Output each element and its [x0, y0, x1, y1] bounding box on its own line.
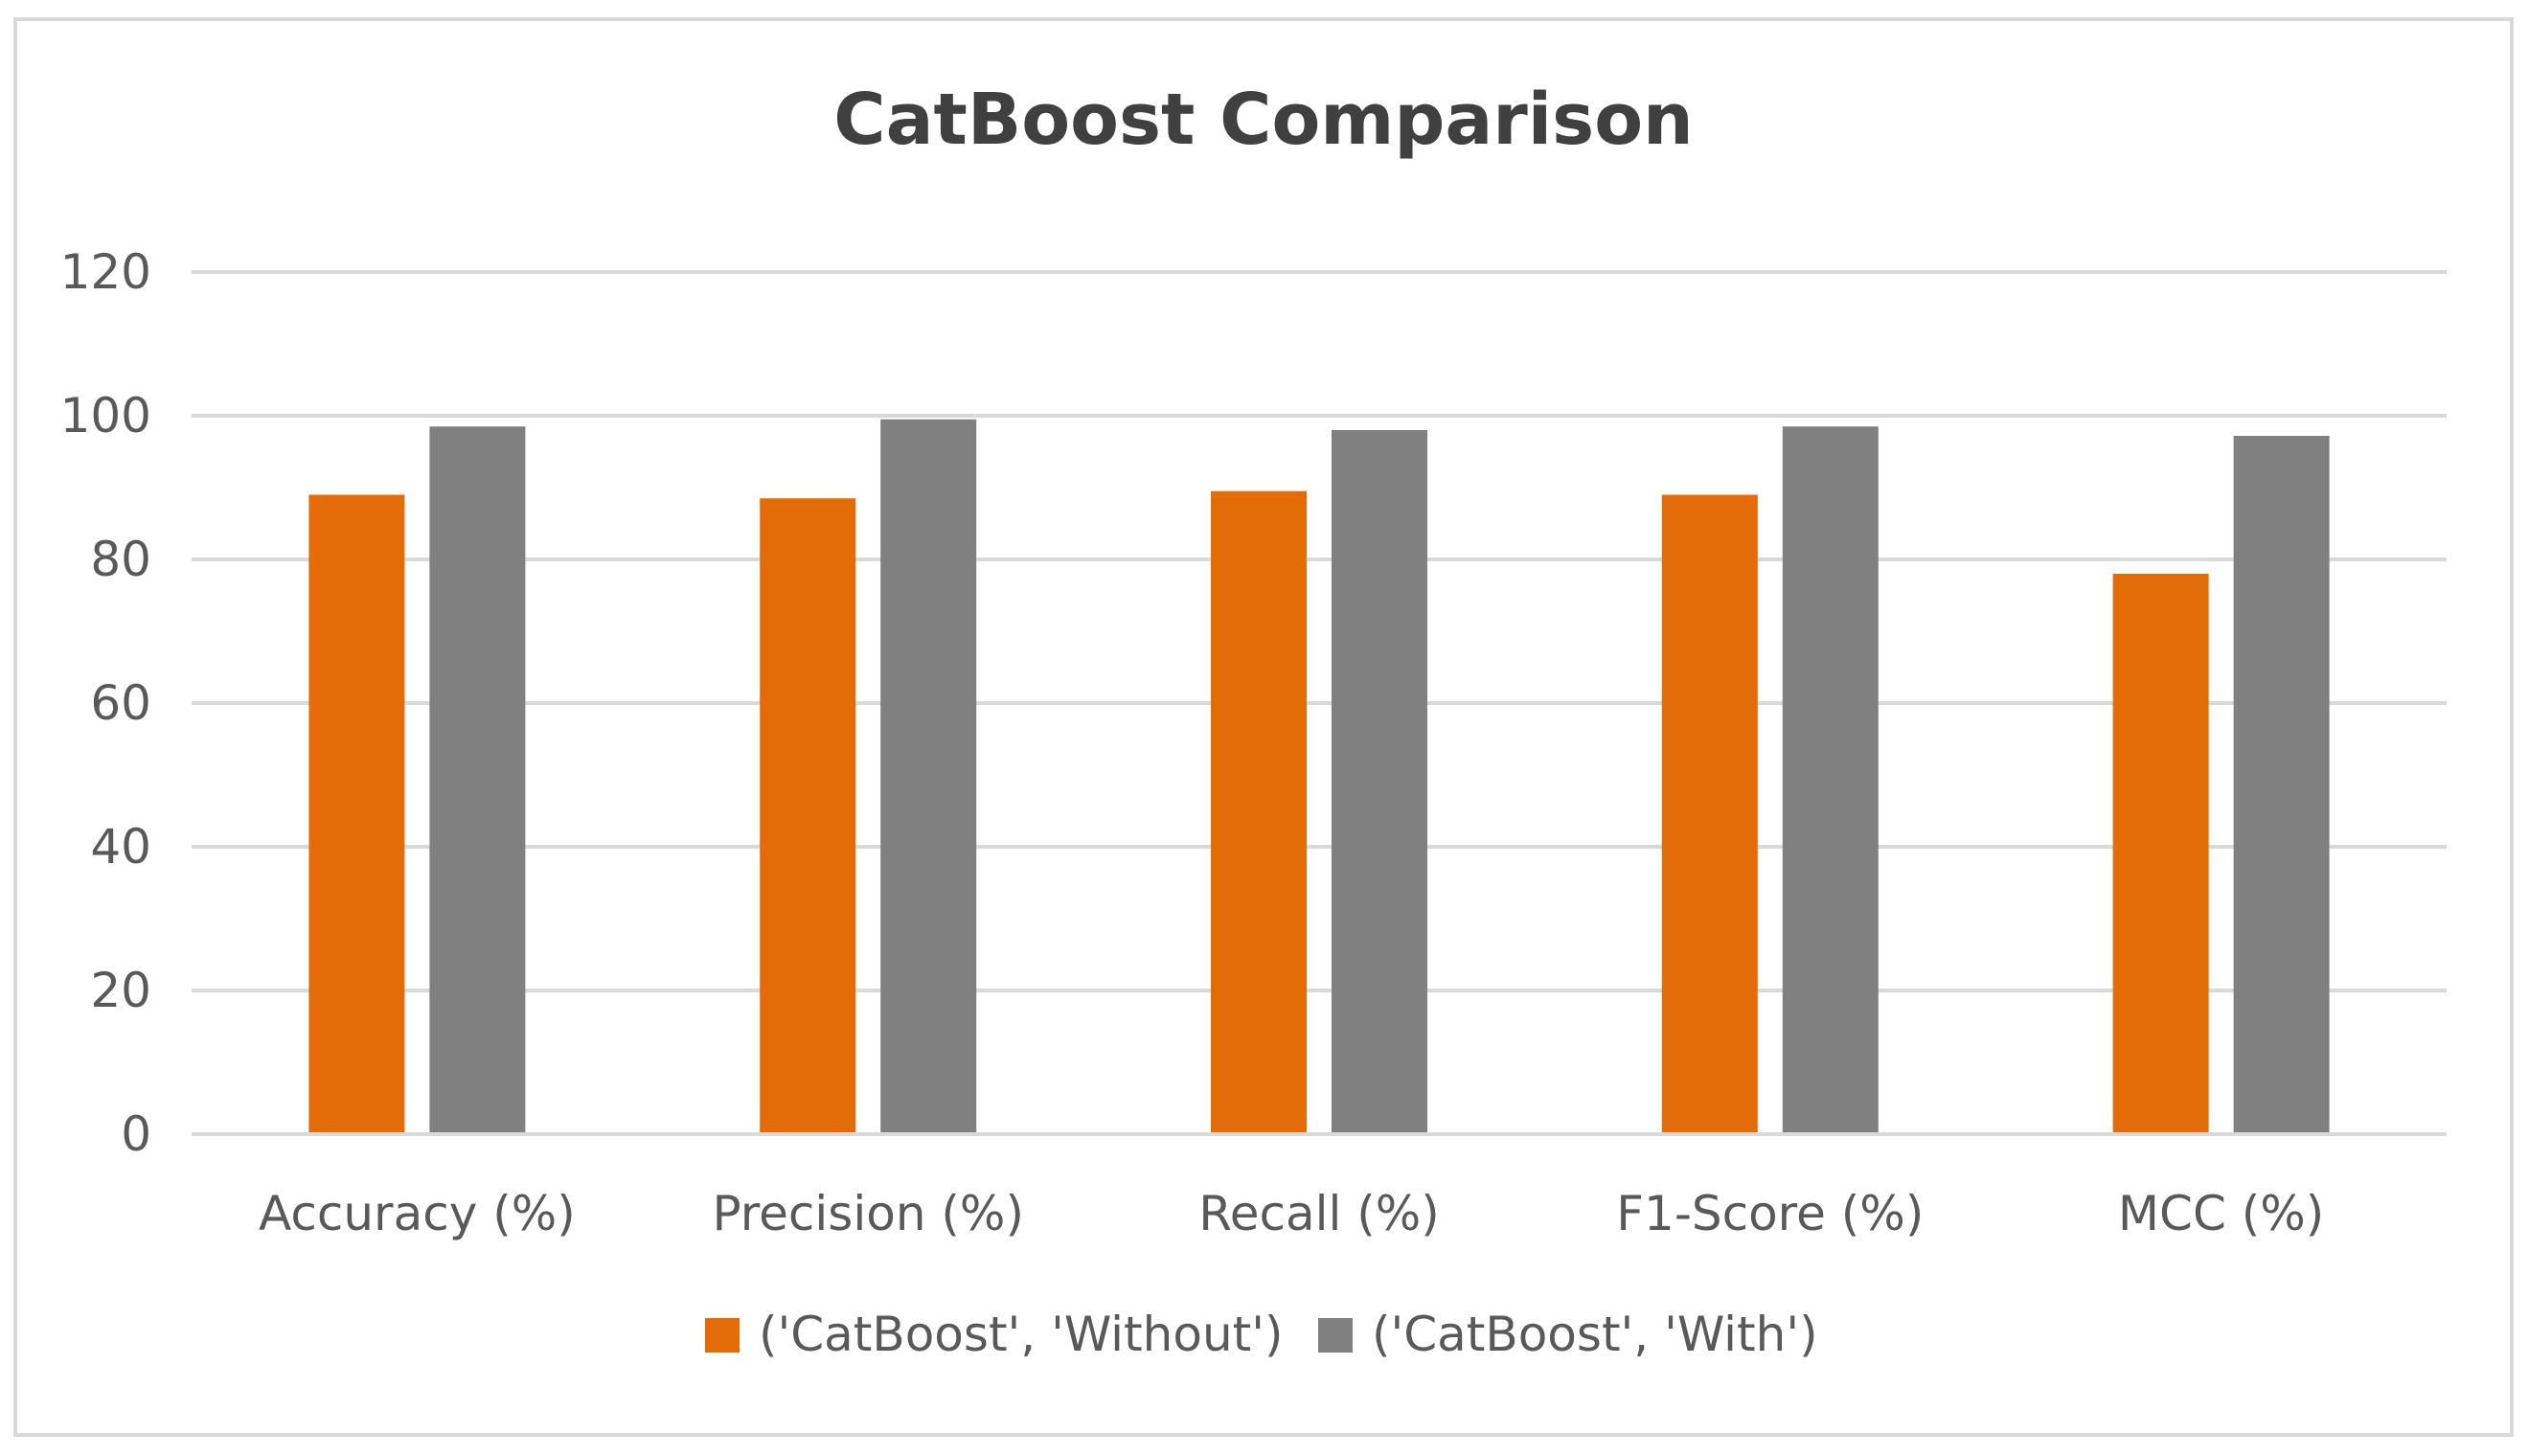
- x-category-label: Recall (%): [1198, 1186, 1440, 1241]
- bar-without-0: [308, 494, 405, 1134]
- legend-label: ('CatBoost', 'Without'): [759, 1307, 1284, 1362]
- y-tick-label: 40: [90, 819, 151, 875]
- gridlines: [192, 270, 2447, 992]
- x-category-label: F1-Score (%): [1616, 1186, 1924, 1241]
- x-category-label: MCC (%): [2118, 1186, 2324, 1241]
- bars: [308, 419, 2330, 1134]
- y-tick-label: 0: [121, 1106, 151, 1162]
- y-tick-label: 120: [60, 244, 151, 300]
- bar-with-3: [1782, 426, 1879, 1134]
- chart-canvas: CatBoost Comparison 0 20 40 60 80 100 120 Accu…: [60, 79, 2447, 1362]
- chart-frame: CatBoost Comparison 0 20 40 60 80 100 120 Accu…: [13, 17, 2514, 1437]
- legend: ('CatBoost', 'Without') ('CatBoost', 'Wit…: [705, 1307, 1818, 1362]
- chart-title: CatBoost Comparison: [833, 79, 1693, 161]
- bar-without-3: [1661, 494, 1758, 1134]
- legend-swatch: [1318, 1318, 1353, 1353]
- y-tick-label: 100: [60, 388, 151, 444]
- x-axis-category-labels: Accuracy (%) Precision (%) Recall (%) F1-Sc…: [259, 1186, 2324, 1241]
- legend-swatch: [705, 1318, 740, 1353]
- legend-label: ('CatBoost', 'With'): [1372, 1307, 1818, 1362]
- y-tick-label: 20: [90, 963, 151, 1018]
- bar-with-4: [2233, 436, 2330, 1134]
- bar-with-2: [1332, 430, 1427, 1134]
- bar-without-2: [1211, 490, 1307, 1134]
- y-axis-tick-labels: 0 20 40 60 80 100 120: [60, 244, 151, 1162]
- y-tick-label: 80: [90, 532, 151, 587]
- bar-without-1: [760, 498, 856, 1134]
- bar-with-1: [880, 419, 977, 1134]
- y-tick-label: 60: [90, 675, 151, 731]
- x-category-label: Precision (%): [712, 1186, 1024, 1241]
- bar-with-0: [429, 426, 526, 1134]
- bar-without-4: [2112, 574, 2209, 1134]
- x-category-label: Accuracy (%): [259, 1186, 576, 1241]
